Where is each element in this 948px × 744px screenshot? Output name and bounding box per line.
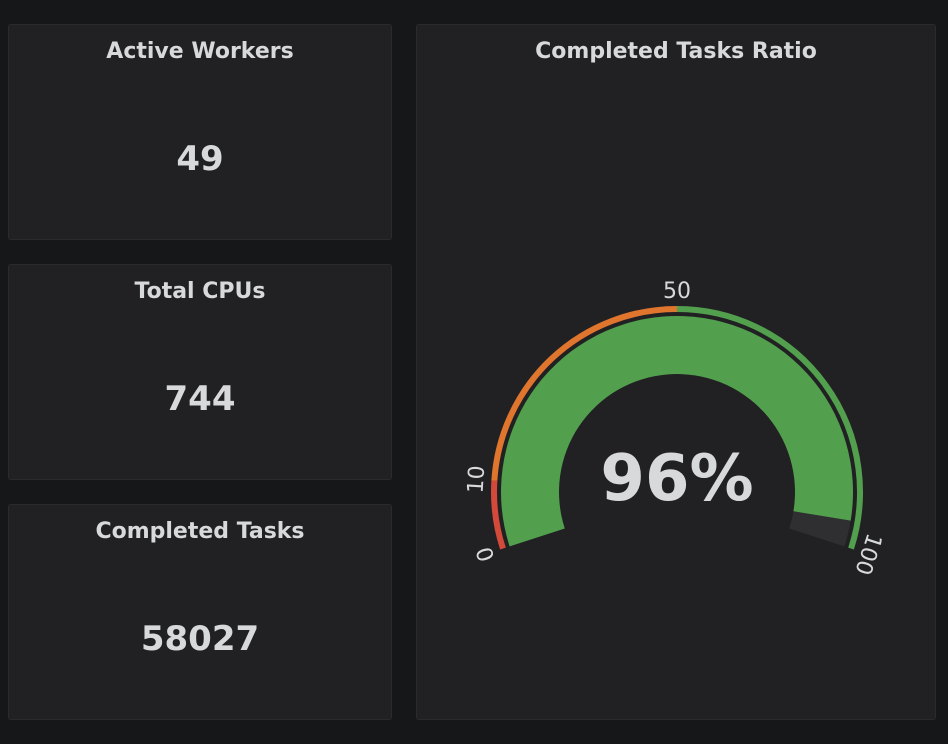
stat-value: 49	[176, 139, 224, 179]
gauge-value-arc	[501, 316, 853, 547]
panel-title: Total CPUs	[134, 279, 266, 304]
stat-panel-active-workers[interactable]: Active Workers 49	[8, 24, 392, 240]
gauge-threshold-arc	[491, 480, 506, 550]
gauge-threshold-arc	[491, 306, 678, 481]
stat-panel-completed-tasks[interactable]: Completed Tasks 58027	[8, 504, 392, 720]
panel-title: Completed Tasks	[95, 519, 305, 544]
stat-value: 58027	[140, 619, 260, 659]
stat-panel-total-cpus[interactable]: Total CPUs 744	[8, 264, 392, 480]
gauge-tick-label: 50	[663, 279, 691, 304]
stat-value: 744	[164, 379, 236, 419]
gauge-threshold-arc	[676, 306, 863, 550]
gauge-tick-label: 10	[464, 465, 491, 495]
gauge-panel-completed-tasks-ratio[interactable]: Completed Tasks Ratio 0 10 50 100 96%	[416, 24, 936, 720]
gauge-track	[789, 511, 851, 547]
panel-title: Completed Tasks Ratio	[535, 39, 817, 64]
gauge-tick-label: 0	[472, 543, 500, 564]
gauge-value: 96%	[600, 442, 753, 516]
panel-title: Active Workers	[106, 39, 294, 64]
